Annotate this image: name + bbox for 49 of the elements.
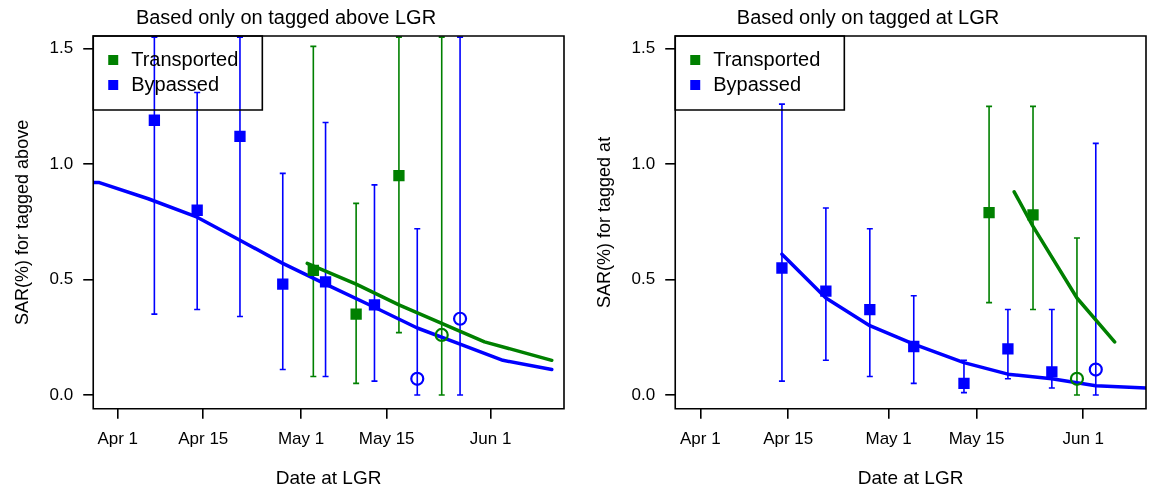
y-tick-label: 1.0 [49, 153, 74, 173]
point [410, 371, 425, 386]
point [1027, 209, 1039, 221]
x-tick-label: May 1 [277, 428, 325, 448]
x-tick-label: Apr 15 [178, 428, 229, 448]
y-tick-label: 1.5 [49, 38, 74, 58]
point [191, 204, 203, 216]
x-tick-label: Apr 1 [97, 428, 139, 448]
point [776, 262, 788, 274]
point [1088, 362, 1103, 377]
y-tick-label: 0.5 [49, 269, 74, 289]
x-axis-title: Date at LGR [857, 466, 964, 488]
legend-label: Bypassed [713, 72, 802, 95]
x-tick-label: May 15 [948, 428, 1005, 448]
x-tick-label: Apr 1 [680, 428, 721, 448]
y-tick-label: 0.0 [631, 384, 656, 404]
point [1002, 343, 1014, 355]
y-axis-title: SAR(%) for tagged at [593, 136, 614, 308]
point [277, 278, 289, 290]
y-tick-label: 0.0 [49, 384, 74, 404]
point [452, 311, 468, 326]
point [350, 308, 362, 320]
chart-title: Based only on tagged above LGR [135, 5, 437, 28]
point [820, 285, 832, 297]
x-axis-title: Date at LGR [275, 466, 382, 488]
y-tick-label: 1.0 [631, 153, 656, 173]
point [319, 276, 332, 288]
x-tick-label: Apr 15 [763, 428, 814, 448]
point [148, 114, 161, 126]
point [393, 170, 405, 182]
legend-label: Transported [713, 47, 821, 70]
y-tick-label: 0.5 [631, 269, 656, 289]
point [434, 327, 449, 343]
point [368, 299, 381, 311]
x-tick-label: May 1 [865, 428, 912, 448]
x-tick-label: Jun 1 [1062, 428, 1105, 448]
point [983, 206, 995, 219]
point [864, 303, 876, 316]
x-tick-label: May 15 [358, 428, 415, 448]
point [958, 377, 970, 390]
y-tick-label: 1.5 [631, 38, 656, 58]
point [234, 130, 246, 143]
point [908, 340, 920, 353]
y-axis-title: SAR(%) for tagged above [11, 119, 32, 325]
chart-title: Based only on tagged at LGR [736, 5, 1000, 28]
x-tick-label: Jun 1 [469, 428, 512, 448]
point [307, 264, 319, 276]
point [1069, 371, 1085, 386]
point [1046, 366, 1058, 378]
